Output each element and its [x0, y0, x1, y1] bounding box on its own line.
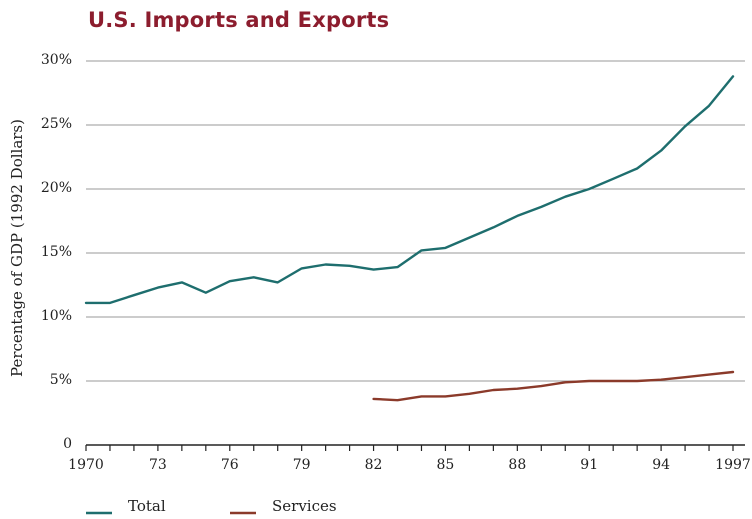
- x-tick-label: 1997: [715, 457, 751, 473]
- y-tick-label: 15%: [41, 244, 72, 260]
- x-tick-label: 82: [365, 457, 383, 473]
- y-tick-label: 0: [63, 436, 72, 452]
- x-tick-label: 76: [221, 457, 239, 473]
- y-tick-label: 25%: [41, 116, 72, 132]
- x-tick-label: 85: [437, 457, 455, 473]
- x-tick-label: 88: [508, 457, 526, 473]
- x-tick-label: 1970: [68, 457, 104, 473]
- y-tick-label: 30%: [41, 52, 72, 68]
- legend-label: Total: [128, 497, 166, 515]
- y-tick-label: 20%: [41, 180, 72, 196]
- legend-label: Services: [272, 497, 337, 515]
- gridlines: [86, 60, 745, 382]
- y-tick-label: 10%: [41, 308, 72, 324]
- legend: Total Services: [86, 497, 337, 515]
- series-line-services: [372, 370, 735, 402]
- x-tick-label: 91: [580, 457, 598, 473]
- chart-title: U.S. Imports and Exports: [88, 8, 390, 32]
- x-axis: [85, 444, 745, 451]
- series-line-total: [84, 75, 735, 305]
- y-tick-label: 5%: [50, 372, 72, 388]
- x-tick-label: 73: [149, 457, 167, 473]
- y-tick-labels: 0 5% 10% 15% 20% 25% 30%: [41, 52, 72, 452]
- x-tick-label: 94: [652, 457, 670, 473]
- y-axis-label: Percentage of GDP (1992 Dollars): [8, 119, 26, 377]
- x-tick-labels: 1970 73 76 79 82 85 88 91 94 1997: [68, 457, 751, 473]
- x-tick-label: 79: [293, 457, 311, 473]
- series-lines: [84, 75, 735, 402]
